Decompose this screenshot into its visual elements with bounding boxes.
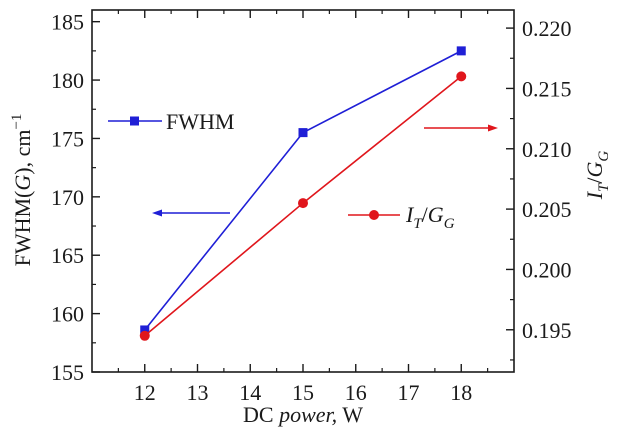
right-y-tick-label-0.200: 0.200: [522, 257, 572, 282]
x-tick-label-15: 15: [292, 380, 314, 405]
point-fwhm-18: [456, 46, 466, 56]
left-y-tick-label-165: 165: [51, 243, 84, 268]
right-y-tick-label-0.215: 0.215: [522, 76, 572, 101]
left-y-tick-label-180: 180: [51, 68, 84, 93]
x-tick-label-13: 13: [187, 380, 209, 405]
x-axis-title: DC power, W: [243, 402, 363, 427]
left-y-tick-label-160: 160: [51, 302, 84, 327]
x-tick-label-18: 18: [450, 380, 472, 405]
legend-fwhm-label: FWHM: [166, 109, 234, 134]
right-y-axis-title: IT/GG: [582, 151, 612, 201]
x-tick-label-17: 17: [398, 380, 420, 405]
right-y-tick-label-0.205: 0.205: [522, 197, 572, 222]
point-fwhm-12: [140, 325, 150, 335]
legend-it-ig-marker: [369, 210, 379, 220]
legend-it-ig-label: IT/GG: [405, 202, 455, 232]
left-y-tick-label-185: 185: [51, 10, 84, 35]
right-y-axis-ticks: 0.195 0.200 0.205 0.210 0.215 0.220: [506, 16, 572, 361]
x-tick-label-14: 14: [239, 380, 261, 405]
x-tick-label-16: 16: [345, 380, 367, 405]
right-y-tick-label-0.220: 0.220: [522, 16, 572, 41]
left-y-tick-label-175: 175: [51, 126, 84, 151]
point-it-ig-15: [298, 198, 308, 209]
series-layer: [139, 46, 467, 341]
left-y-tick-label-170: 170: [51, 185, 84, 210]
right-y-tick-label-0.210: 0.210: [522, 137, 572, 162]
legend-fwhm: FWHM: [108, 109, 234, 134]
left-y-axis-ticks: 155 160 165 170 175 180 185: [51, 10, 100, 385]
legend-it-ig: IT/GG: [348, 202, 455, 232]
legend-fwhm-marker: [130, 116, 139, 126]
x-tick-label-12: 12: [134, 380, 156, 405]
right-y-tick-label-0.195: 0.195: [522, 318, 572, 343]
left-y-axis-title: FWHM(G), cm−1: [9, 114, 35, 267]
x-axis-ticks: 12 13 14 15 16 17 18: [117, 10, 489, 405]
point-it-ig-12: [139, 330, 150, 341]
arrow-to-left-axis: [152, 209, 230, 217]
point-it-ig-18: [456, 71, 467, 82]
series-line-fwhm: [144, 50, 462, 331]
left-y-tick-label-155: 155: [51, 360, 84, 385]
point-fwhm-15: [298, 128, 308, 138]
arrow-to-right-axis: [424, 124, 498, 132]
